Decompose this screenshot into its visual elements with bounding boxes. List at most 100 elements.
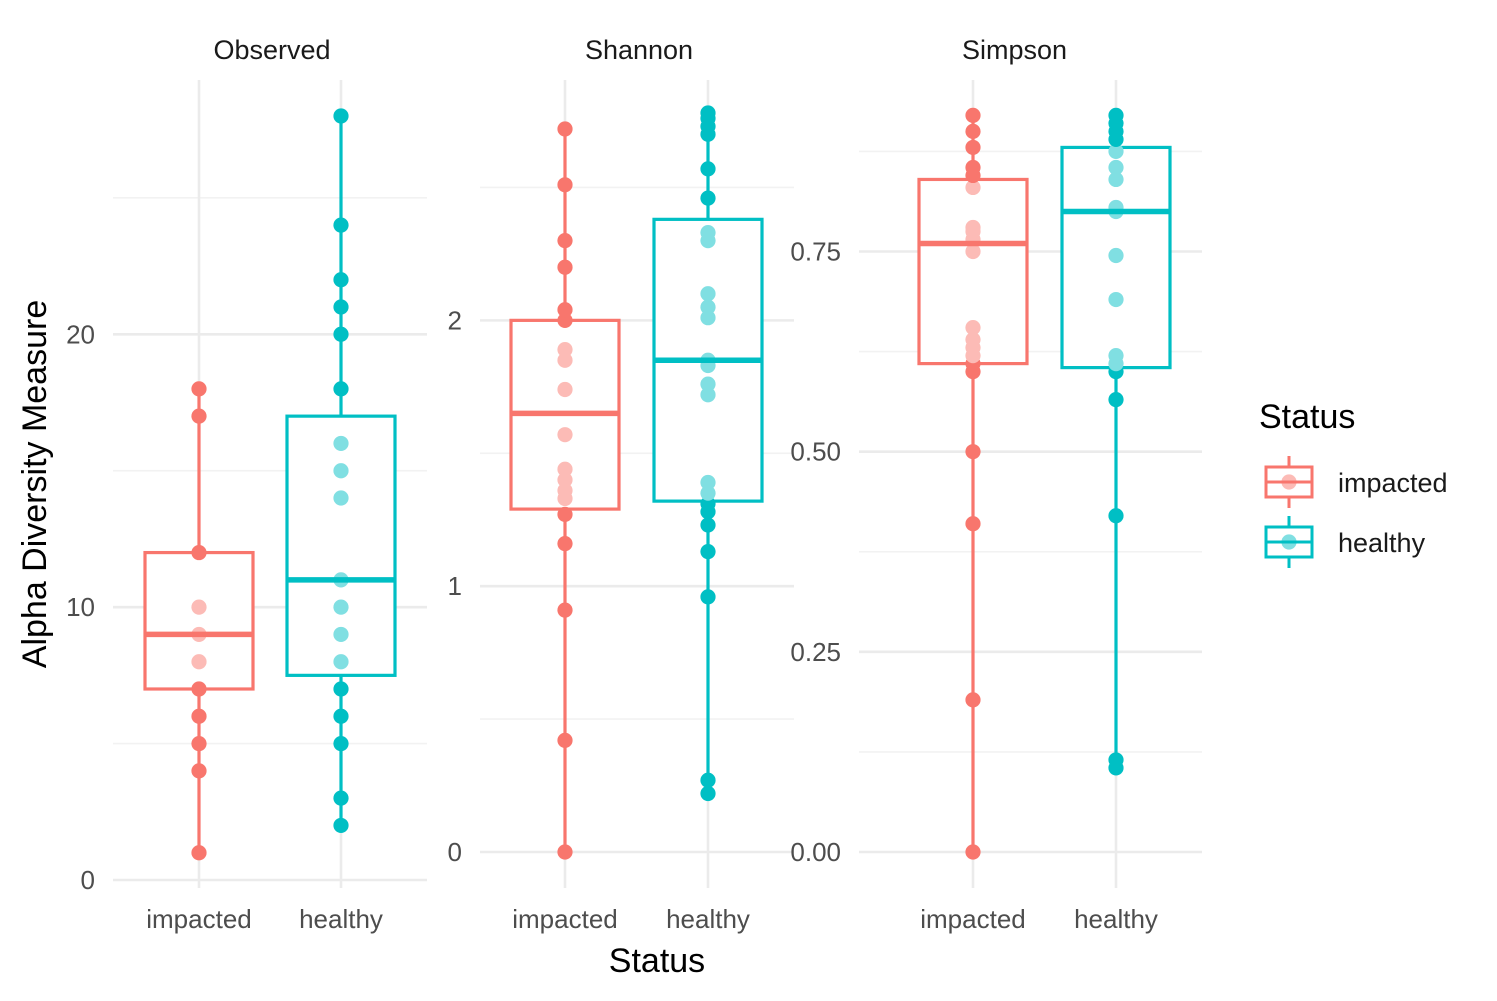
box-healthy (652, 105, 764, 802)
data-point (191, 708, 207, 724)
data-point (700, 544, 716, 560)
data-point (191, 654, 207, 670)
box-healthy (285, 108, 397, 834)
data-point (965, 243, 981, 260)
data-point (557, 259, 573, 275)
x-axis-title: Status (609, 942, 705, 980)
x-tick-label: healthy (1074, 904, 1158, 934)
box-healthy (1060, 107, 1172, 776)
facet-title: Simpson (962, 35, 1067, 65)
data-point (333, 381, 349, 397)
y-tick-label: 0 (448, 837, 462, 867)
y-tick-label: 0.75 (790, 237, 841, 267)
data-point (557, 506, 573, 523)
data-point (700, 485, 716, 501)
data-point (333, 654, 349, 670)
data-point (700, 589, 716, 605)
data-point (965, 159, 981, 176)
data-point (700, 310, 716, 326)
data-point (965, 179, 981, 196)
data-point (965, 319, 981, 336)
data-point (333, 463, 349, 479)
y-tick-label: 0 (81, 865, 95, 895)
data-point (557, 602, 573, 618)
legend-entry-healthy: healthy (1264, 516, 1426, 568)
y-tick-label: 20 (66, 319, 95, 349)
data-point (191, 381, 207, 397)
data-point (965, 844, 981, 860)
x-tick-label: healthy (666, 904, 750, 934)
legend-label: healthy (1338, 528, 1426, 558)
data-point (965, 444, 981, 460)
data-point (557, 121, 573, 137)
data-point (700, 286, 716, 302)
data-point (191, 763, 207, 779)
data-point (191, 845, 207, 861)
data-point (700, 474, 716, 491)
data-point (333, 626, 349, 643)
data-point (965, 123, 981, 140)
x-tick-label: healthy (299, 904, 383, 934)
y-tick-label: 0.00 (790, 837, 841, 867)
facet-title: Observed (213, 35, 330, 65)
data-point (965, 692, 981, 708)
data-point (965, 107, 981, 123)
data-point (700, 785, 716, 802)
data-point (333, 490, 349, 506)
x-tick-label: impacted (146, 904, 252, 934)
box-impacted (917, 107, 1029, 860)
data-point (965, 331, 981, 348)
data-point (1108, 171, 1124, 188)
data-point (700, 105, 716, 121)
data-point (333, 708, 349, 724)
y-tick-label: 10 (66, 592, 95, 622)
data-point (700, 299, 716, 315)
data-point (333, 108, 349, 124)
data-point (333, 435, 349, 452)
data-point (1108, 347, 1124, 364)
data-point (557, 427, 573, 443)
data-point (700, 496, 716, 512)
data-point (1108, 143, 1124, 160)
data-point (1108, 392, 1124, 408)
y-tick-label: 2 (448, 305, 462, 335)
data-point (1108, 508, 1124, 524)
legend: Status impacted healthy (1259, 398, 1448, 568)
legend-label: impacted (1338, 468, 1448, 498)
data-point (557, 381, 573, 398)
facet-title: Shannon (585, 35, 693, 65)
y-tick-label: 1 (448, 571, 462, 601)
data-point (965, 219, 981, 236)
data-point (700, 190, 716, 206)
data-point (1108, 291, 1124, 308)
facet-simpson: Simpson 0.00 0.25 0.50 0.75 impacted healthy (790, 35, 1202, 934)
data-point (965, 516, 981, 532)
data-point (557, 482, 573, 499)
data-point (191, 408, 207, 424)
facet-shannon: Shannon 0 1 2 impacted healthy (448, 35, 794, 934)
data-point (333, 681, 349, 697)
facet-observed: Observed 0 10 20 impacted healthy (66, 35, 427, 934)
data-point (965, 139, 981, 156)
data-point (191, 599, 207, 615)
data-point (333, 272, 349, 288)
data-point (333, 790, 349, 806)
data-point (557, 177, 573, 193)
data-point (333, 299, 349, 315)
legend-entry-impacted: impacted (1264, 456, 1448, 508)
data-point (700, 517, 716, 533)
data-point (333, 217, 349, 233)
data-point (1108, 752, 1124, 768)
x-tick-label: impacted (920, 904, 1026, 934)
y-tick-label: 0.50 (790, 437, 841, 467)
data-point (557, 352, 573, 368)
data-point (700, 376, 716, 392)
data-point (557, 732, 573, 748)
facet-panels: Observed 0 10 20 impacted healthy Shannon 0 1 2 im… (66, 35, 1202, 934)
y-tick-label: 0.25 (790, 637, 841, 667)
data-point (557, 844, 573, 860)
box-impacted (143, 381, 255, 861)
data-point (557, 536, 573, 552)
data-point (1108, 159, 1124, 176)
